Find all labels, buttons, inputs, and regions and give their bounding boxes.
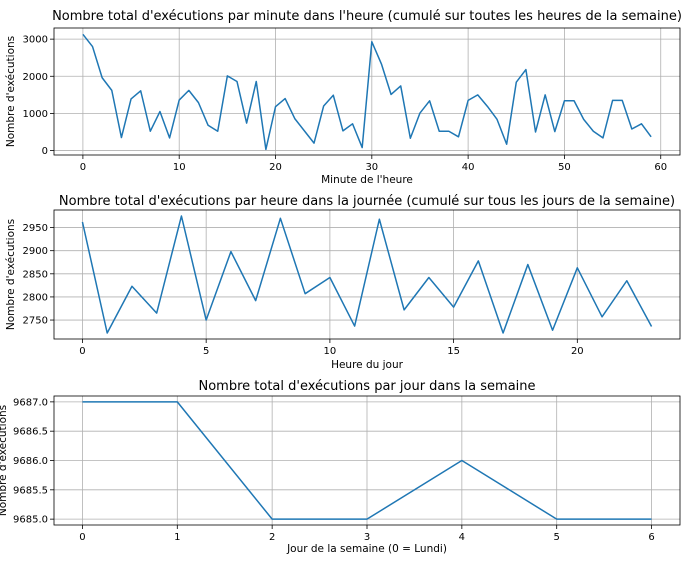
x-tick-label: 3	[364, 532, 370, 543]
x-tick-label: 60	[654, 162, 667, 173]
y-tick-label: 9685.5	[13, 485, 48, 496]
y-tick-label: 3000	[23, 35, 48, 46]
x-tick-label: 2	[269, 532, 275, 543]
x-tick-label: 20	[571, 346, 584, 357]
chart-3: 0 1 2 3 4 5 6 9685.0 9685.5 9686.0 9686.5 9687.0 Nom…	[0, 379, 681, 555]
plot-frame	[53, 209, 681, 340]
y-tick-label: 2850	[23, 269, 48, 280]
y-tick-label: 2000	[23, 72, 48, 83]
x-axis-label: Heure du jour	[331, 359, 404, 371]
x-axis-label: Jour de la semaine (0 = Lundi)	[286, 543, 447, 555]
y-tick-label: 9686.5	[13, 427, 48, 438]
x-tick-label: 0	[80, 162, 86, 173]
chart-title: Nombre total d'exécutions par minute dan…	[52, 9, 682, 24]
x-tick-label: 30	[365, 162, 378, 173]
y-tick-label: 2800	[23, 292, 48, 303]
x-tick-label: 0	[79, 532, 85, 543]
y-tick-label: 2750	[23, 316, 48, 327]
x-tick-label: 10	[324, 346, 337, 357]
y-tick-label: 2900	[23, 246, 48, 257]
y-axis-label: Nombre d'exécutions	[5, 36, 17, 147]
x-tick-label: 50	[558, 162, 571, 173]
chart-1: 0 10 20 30 40 50 60 0 1000 2000 3000 Nombre total d…	[5, 9, 682, 186]
x-tick-label: 0	[79, 346, 85, 357]
chart-title: Nombre total d'exécutions par jour dans …	[198, 379, 535, 394]
y-axis-label: Nombre d'exécutions	[5, 219, 17, 330]
x-tick-label: 20	[269, 162, 282, 173]
y-tick-label: 9686.0	[13, 456, 48, 467]
chart-title: Nombre total d'exécutions par heure dans…	[59, 194, 675, 209]
series-line	[82, 401, 652, 520]
x-tick-label: 15	[447, 346, 460, 357]
x-axis-label: Minute de l'heure	[321, 174, 413, 186]
x-tick-label: 4	[459, 532, 465, 543]
y-tick-label: 0	[42, 146, 48, 157]
x-tick-label: 1	[174, 532, 180, 543]
y-tick-label: 1000	[23, 109, 48, 120]
chart-2: 0 5 10 15 20 2750 2800 2850 2900 2950 Nombre total…	[5, 194, 681, 371]
y-tick-label: 2950	[23, 223, 48, 234]
x-tick-label: 10	[173, 162, 186, 173]
y-tick-label: 9687.0	[13, 397, 48, 408]
series-line	[81, 215, 653, 334]
x-tick-label: 40	[462, 162, 475, 173]
plot-frame	[53, 27, 681, 156]
y-axis-label: Nombre d'exécutions	[0, 405, 9, 516]
series-line	[82, 33, 652, 151]
x-tick-label: 6	[648, 532, 654, 543]
x-tick-label: 5	[203, 346, 209, 357]
x-tick-label: 5	[554, 532, 560, 543]
y-tick-label: 9685.0	[13, 515, 48, 526]
